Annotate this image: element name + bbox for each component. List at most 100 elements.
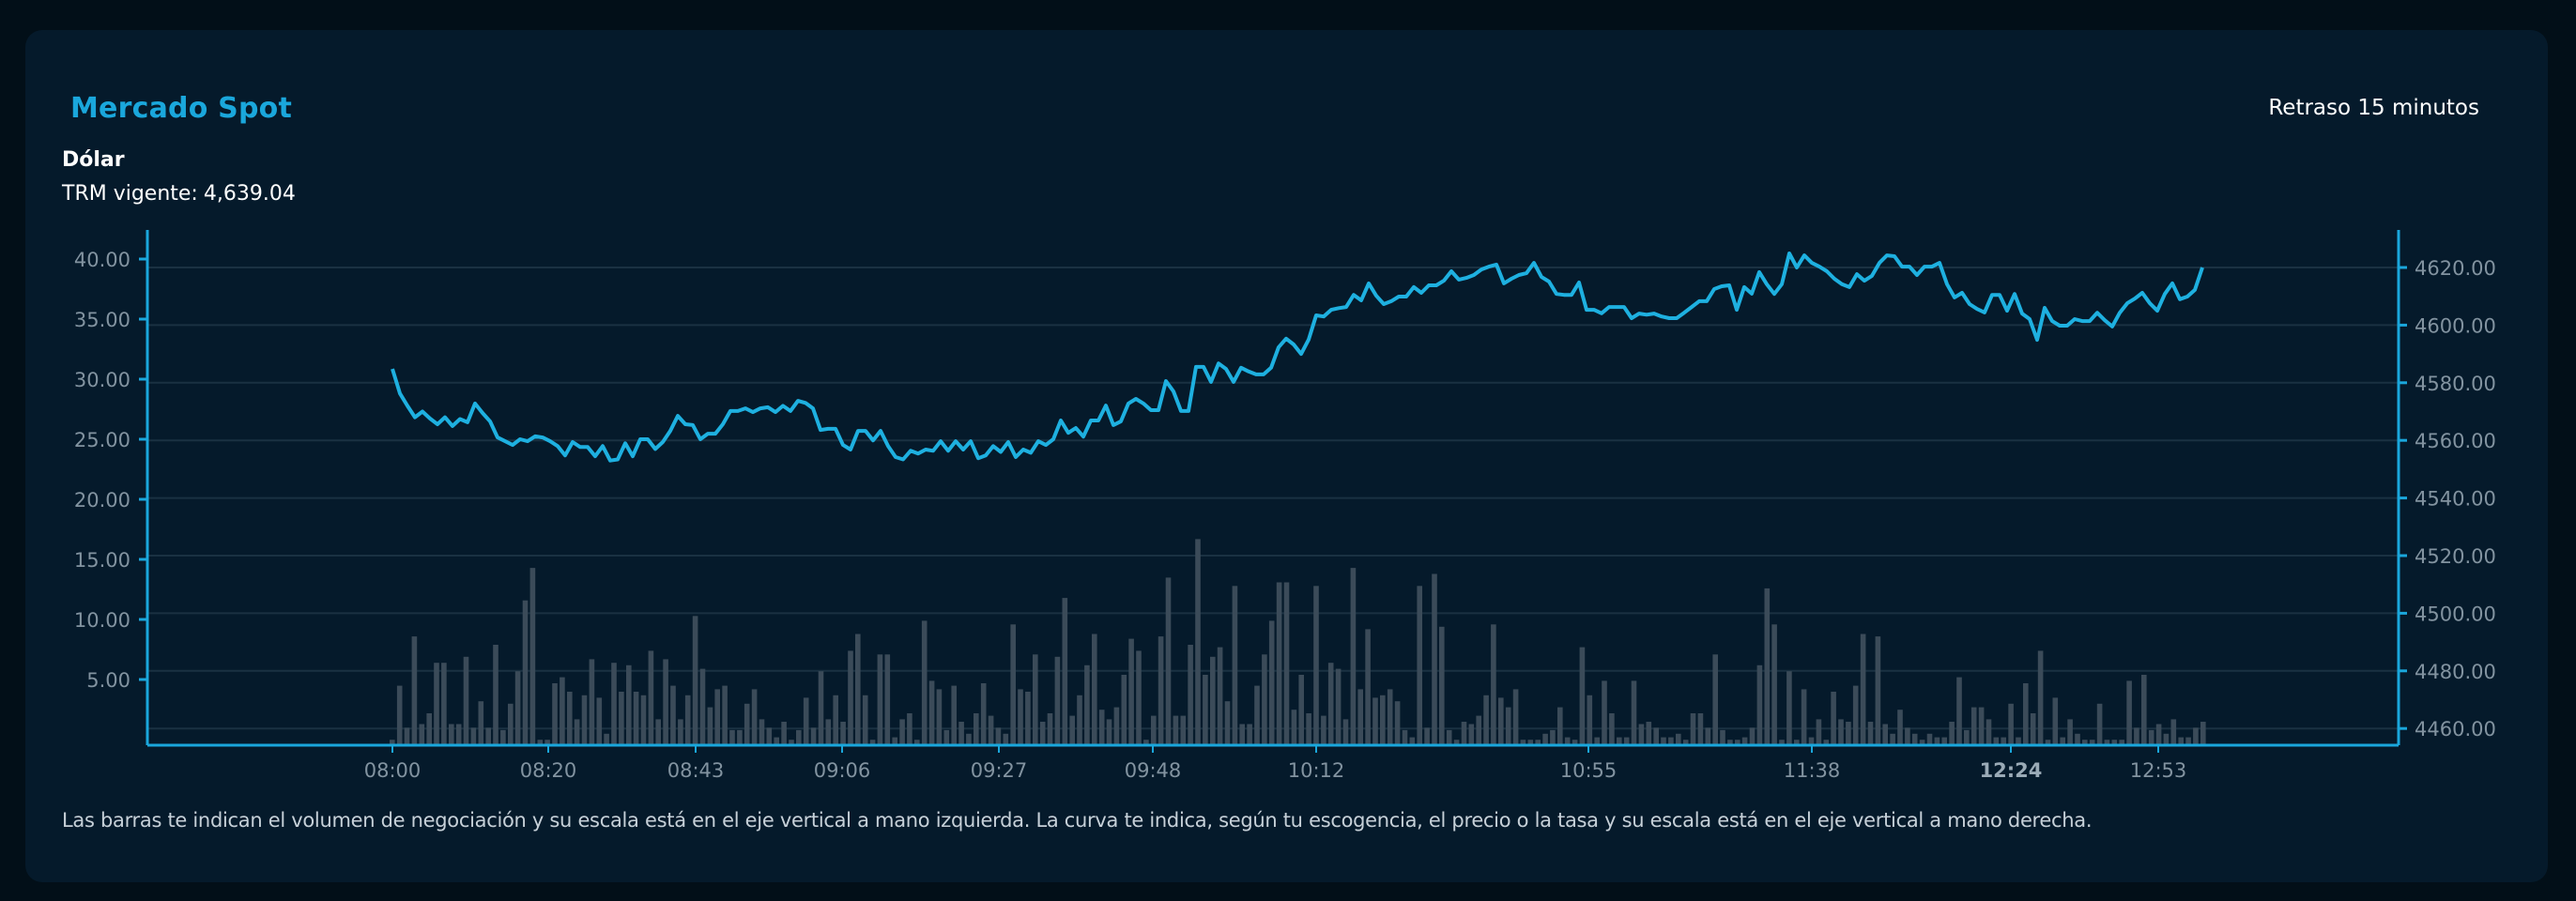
volume-bar[interactable] <box>2111 740 2118 744</box>
volume-bar[interactable] <box>1926 733 1933 744</box>
volume-bar[interactable] <box>1136 650 1142 744</box>
volume-bar[interactable] <box>529 568 536 744</box>
volume-bar[interactable] <box>478 701 484 744</box>
volume-bar[interactable] <box>1882 724 1888 745</box>
volume-bar[interactable] <box>995 727 1002 744</box>
volume-bar[interactable] <box>522 600 529 744</box>
volume-bar[interactable] <box>928 680 935 744</box>
volume-bar[interactable] <box>1047 713 1053 744</box>
volume-bar[interactable] <box>722 685 728 744</box>
volume-bar[interactable] <box>1165 577 1172 744</box>
volume-bar[interactable] <box>1986 719 1992 744</box>
volume-bar[interactable] <box>1239 724 1245 745</box>
volume-bar[interactable] <box>1934 737 1940 744</box>
volume-bar[interactable] <box>2104 740 2110 744</box>
volume-bar[interactable] <box>1158 636 1164 744</box>
volume-bar[interactable] <box>1069 715 1075 744</box>
volume-bar[interactable] <box>1905 727 1910 744</box>
volume-bar[interactable] <box>1801 689 1807 744</box>
volume-bar[interactable] <box>774 737 779 744</box>
volume-bar[interactable] <box>1550 729 1556 744</box>
volume-bar[interactable] <box>1018 689 1023 744</box>
volume-bar[interactable] <box>1173 715 1179 744</box>
volume-bar[interactable] <box>1446 729 1452 744</box>
volume-bar[interactable] <box>2060 737 2065 744</box>
volume-bar[interactable] <box>455 724 462 745</box>
volume-bar[interactable] <box>1964 729 1970 744</box>
volume-bar[interactable] <box>1010 624 1016 744</box>
volume-bar[interactable] <box>803 697 809 744</box>
volume-bar[interactable] <box>596 697 603 744</box>
volume-bar[interactable] <box>818 671 824 744</box>
volume-bar[interactable] <box>1978 707 1985 744</box>
volume-bar[interactable] <box>1587 695 1593 744</box>
volume-bar[interactable] <box>1771 624 1777 744</box>
volume-bar[interactable] <box>434 663 439 744</box>
volume-bar[interactable] <box>1860 634 1866 745</box>
volume-bar[interactable] <box>1705 727 1711 744</box>
volume-bar[interactable] <box>1387 689 1393 744</box>
volume-bar[interactable] <box>560 677 565 744</box>
volume-bar[interactable] <box>958 722 964 744</box>
volume-bar[interactable] <box>1276 582 1282 745</box>
volume-bar[interactable] <box>640 695 647 744</box>
volume-bar[interactable] <box>1417 586 1422 744</box>
volume-bar[interactable] <box>840 722 846 744</box>
volume-bar[interactable] <box>2148 729 2154 744</box>
volume-bar[interactable] <box>1609 713 1615 744</box>
volume-bar[interactable] <box>1409 737 1416 744</box>
volume-bar[interactable] <box>1602 680 1607 744</box>
volume-bar[interactable] <box>2141 675 2147 744</box>
volume-bar[interactable] <box>1106 719 1112 744</box>
volume-bar[interactable] <box>1831 692 1836 744</box>
volume-bar[interactable] <box>1033 654 1038 744</box>
volume-bar[interactable] <box>1335 668 1342 744</box>
volume-bar[interactable] <box>914 740 920 744</box>
volume-bar[interactable] <box>1564 737 1571 744</box>
volume-bar[interactable] <box>1025 692 1031 744</box>
volume-bar[interactable] <box>1143 740 1149 744</box>
volume-bar[interactable] <box>825 719 832 744</box>
volume-bar[interactable] <box>1498 697 1504 744</box>
volume-bar[interactable] <box>943 729 950 744</box>
volume-bar[interactable] <box>1520 740 1526 744</box>
volume-bar[interactable] <box>1720 729 1725 744</box>
volume-bar[interactable] <box>1668 737 1674 744</box>
volume-bar[interactable] <box>1535 740 1541 744</box>
volume-bar[interactable] <box>2089 740 2095 744</box>
volume-bar[interactable] <box>1054 656 1061 744</box>
volume-bar[interactable] <box>589 659 595 744</box>
volume-bar[interactable] <box>1594 737 1600 744</box>
volume-bar[interactable] <box>1394 701 1401 744</box>
volume-bar[interactable] <box>1572 740 1578 744</box>
volume-bar[interactable] <box>862 695 868 744</box>
volume-bar[interactable] <box>485 727 491 744</box>
volume-bar[interactable] <box>1084 664 1090 744</box>
volume-bar[interactable] <box>1483 695 1489 744</box>
volume-bar[interactable] <box>663 659 668 744</box>
volume-bar[interactable] <box>1956 677 1962 744</box>
volume-bar[interactable] <box>1151 715 1157 744</box>
volume-bar[interactable] <box>1623 737 1630 744</box>
volume-bar[interactable] <box>1970 707 1977 744</box>
volume-bar[interactable] <box>951 685 957 744</box>
volume-bar[interactable] <box>729 729 735 744</box>
volume-bar[interactable] <box>1823 740 1830 744</box>
volume-bar[interactable] <box>581 695 588 744</box>
volume-bar[interactable] <box>1646 722 1652 744</box>
volume-bar[interactable] <box>899 719 905 744</box>
volume-bar[interactable] <box>884 654 891 744</box>
volume-bar[interactable] <box>1121 675 1127 744</box>
volume-bar[interactable] <box>1224 701 1231 744</box>
volume-bar[interactable] <box>1838 719 1844 744</box>
volume-bar[interactable] <box>1779 740 1785 744</box>
volume-bar[interactable] <box>1321 715 1326 744</box>
volume-bar[interactable] <box>1424 727 1430 744</box>
volume-bar[interactable] <box>1676 733 1681 744</box>
volume-bar[interactable] <box>1453 740 1460 744</box>
volume-bar[interactable] <box>678 719 683 744</box>
volume-bar[interactable] <box>567 692 573 744</box>
volume-bar[interactable] <box>1949 722 1955 744</box>
volume-bar[interactable] <box>1402 729 1408 744</box>
volume-bar[interactable] <box>2052 697 2059 744</box>
